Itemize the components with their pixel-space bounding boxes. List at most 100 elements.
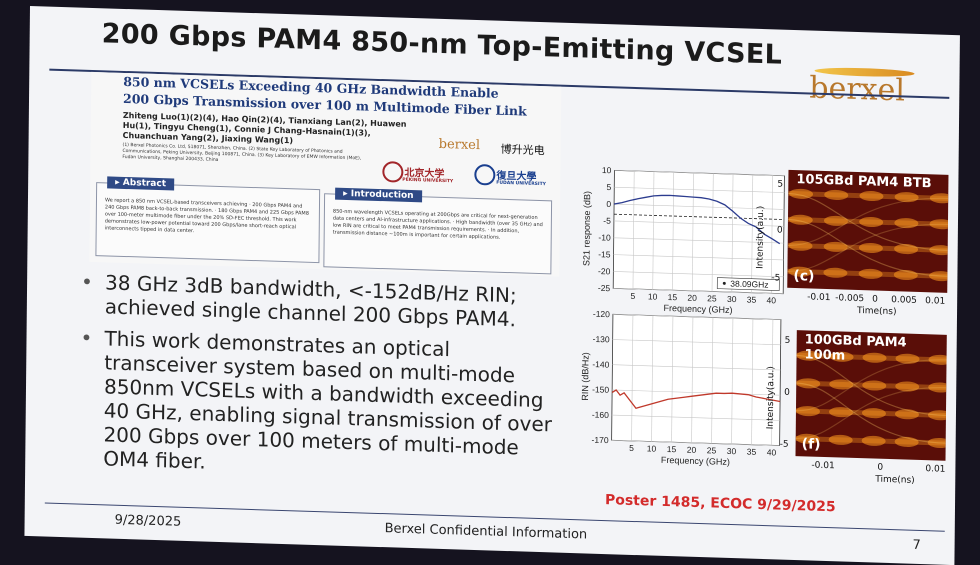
eye-crossing <box>893 269 918 281</box>
poster-brand-cn: 博升光电 <box>500 142 545 158</box>
x-tick-label: 5 <box>630 291 635 301</box>
introduction-box: ▸ Introduction 850-nm wavelength VCSELs … <box>323 187 553 275</box>
y-gridline <box>613 220 784 227</box>
x-gridline <box>711 317 714 444</box>
eye-100m-xtick: 0 <box>877 462 884 473</box>
y-gridline <box>613 288 784 294</box>
y-gridline <box>611 414 780 421</box>
eye-transition <box>796 354 946 417</box>
eye-crossing <box>796 350 821 361</box>
x-axis-label: Frequency (GHz) <box>661 455 730 467</box>
y-tick-label: -5 <box>603 216 611 226</box>
eye-transition <box>787 223 948 272</box>
pku-emblem-icon <box>382 161 404 183</box>
x-tick-label: 20 <box>687 445 697 455</box>
y-axis-label: RIN (dB/Hz) <box>580 352 591 401</box>
y-gridline <box>613 237 784 244</box>
eye-pattern-100m <box>795 350 947 448</box>
eye-transition <box>796 382 946 444</box>
eye-transition <box>796 354 946 417</box>
poster-reference: Poster 1485, ECOC 9/29/2025 <box>604 492 836 516</box>
fudan-name-en: FUDAN UNIVERSITY <box>496 180 546 188</box>
eye-100m-xlabel: Time(ns) <box>875 474 915 486</box>
eye-crossing <box>861 435 886 446</box>
eye-crossing <box>929 193 949 204</box>
y-tick-label: -130 <box>593 334 610 345</box>
y-tick-label: -160 <box>592 409 609 420</box>
eye-100m-ytick: 0 <box>784 387 790 398</box>
y-tick-label: 10 <box>602 165 612 175</box>
eye-crossing <box>788 240 813 251</box>
eye-crossing <box>823 241 848 252</box>
eye-crossing <box>894 409 919 420</box>
x-gridline <box>651 315 654 442</box>
x-gridline <box>691 316 694 443</box>
eye-btb-ytick: 0 <box>776 225 783 236</box>
rin-chart: 5 10 15 20 25 30 35 40 -120 -130 -140 -150 -160 -170 F… <box>580 309 782 467</box>
eye-crossing <box>858 268 883 279</box>
eye-100m-label: 100GBd PAM4 100m <box>804 332 907 364</box>
series-line <box>613 194 781 245</box>
eye-transition <box>788 192 948 251</box>
eye-transition <box>787 223 948 272</box>
eye-btb-ytick: -5 <box>771 273 781 284</box>
abstract-box: ▸ Abstract We report a 850 nm VCSEL-base… <box>95 176 321 264</box>
eye-crossing <box>862 380 887 391</box>
series-line <box>611 389 781 410</box>
y-tick-label: -20 <box>598 266 611 276</box>
legend-label: 38.09GHz <box>730 279 768 290</box>
eye-btb-tag: (c) <box>793 268 815 285</box>
eye-crossing <box>929 245 949 256</box>
x-gridline <box>751 174 754 293</box>
eye-transition <box>787 218 948 277</box>
poster-brand-logo: berxel <box>438 136 481 154</box>
eye-crossing <box>859 191 884 202</box>
x-gridline <box>691 172 694 291</box>
eye-btb-xlabel: Time(ns) <box>856 306 897 318</box>
y-tick-label: -25 <box>598 283 611 293</box>
eye-crossing <box>859 216 884 228</box>
eye-crossing <box>862 352 887 363</box>
footer-date: 9/28/2025 <box>114 512 182 530</box>
eye-100m-ytick: -5 <box>779 439 789 450</box>
eye-btb-ytick: 5 <box>777 179 784 190</box>
eye-crossing <box>894 436 919 447</box>
eye-crossing <box>929 219 949 230</box>
eye-transition <box>787 197 949 246</box>
y-tick-label: -15 <box>598 249 611 259</box>
eye-transition <box>796 354 946 417</box>
y-gridline <box>614 170 785 177</box>
eye-crossing <box>823 215 848 226</box>
x-tick-label: 30 <box>727 446 737 456</box>
abstract-heading-text: Abstract <box>122 177 167 190</box>
eye-btb-xtick: -0.005 <box>835 293 865 305</box>
abstract-text: We report a 850 nm VCSEL-based transceiv… <box>104 197 309 235</box>
y-gridline <box>614 186 785 193</box>
y-tick-label: -170 <box>592 435 609 446</box>
eye-100m-ytick: 5 <box>784 335 791 346</box>
eye-crossing <box>895 353 920 364</box>
x-tick-label: 15 <box>668 292 678 302</box>
y-gridline <box>613 254 784 261</box>
x-gridline <box>711 173 714 292</box>
x-axis-label: Frequency (GHz) <box>663 303 732 315</box>
bullet-item: • 38 GHz 3dB bandwidth, <-152dB/Hz RIN; a… <box>81 269 517 332</box>
eye-crossing <box>894 244 919 255</box>
eye-crossing <box>829 379 854 390</box>
eye-crossing <box>789 188 814 199</box>
x-gridline <box>771 175 773 294</box>
eye-diagram-btb: 105GBd PAM4 BTB (c) <box>787 169 949 293</box>
x-gridline <box>652 171 655 290</box>
x-tick-label: 25 <box>707 293 717 303</box>
eye-crossing <box>823 267 848 278</box>
eye-transition <box>788 192 948 251</box>
introduction-heading: ▸ Introduction <box>335 187 422 203</box>
introduction-heading-text: Introduction <box>350 189 414 202</box>
y-gridline <box>613 271 784 278</box>
x-tick-label: 20 <box>687 293 697 303</box>
x-gridline <box>731 174 734 293</box>
y-tick-label: -10 <box>598 232 611 242</box>
y-tick-label: -150 <box>592 384 609 395</box>
x-gridline <box>672 172 675 291</box>
eye-crossing <box>829 351 854 362</box>
